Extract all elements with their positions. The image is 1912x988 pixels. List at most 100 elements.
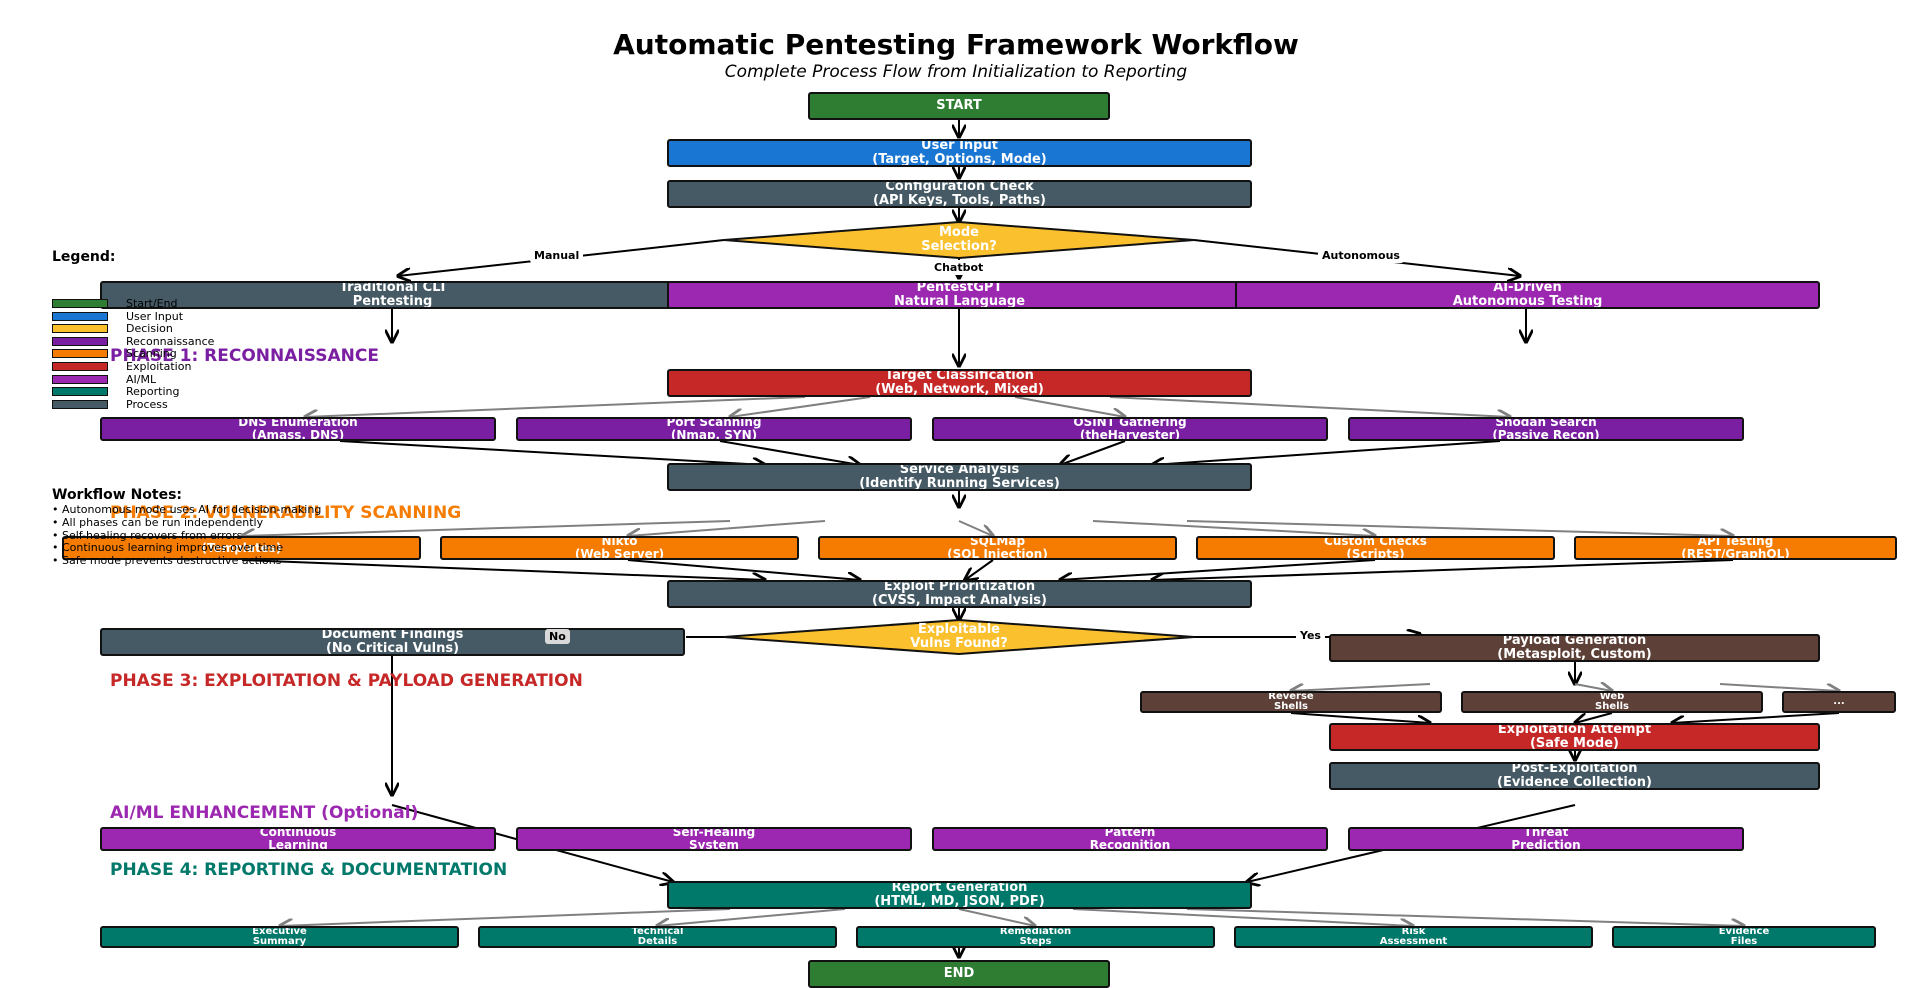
edge-arrow — [1152, 559, 1734, 580]
node-user-input-line2: (Target, Options, Mode) — [872, 152, 1047, 167]
legend-swatch — [52, 362, 108, 371]
legend-label: Scanning — [126, 347, 177, 361]
edge-label-autonomous: Autonomous — [1318, 248, 1404, 263]
node-executive-summary: Executive Summary — [100, 926, 459, 948]
node-executive-summary-line1: Executive — [252, 926, 307, 937]
workflow-note: • Safe mode prevents destructive actions — [52, 554, 282, 568]
node-custom-checks: Custom Checks (Scripts) — [1196, 536, 1555, 560]
node-custom-checks-line2: (Scripts) — [1346, 547, 1405, 560]
phase-heading-phase2: PHASE 2: VULNERABILITY SCANNING — [110, 503, 462, 523]
node-exploitation-attempt-line1: Exploitation Attempt — [1497, 723, 1652, 738]
legend-label: User Input — [126, 309, 184, 323]
node-exploit-prioritization-line1: Exploit Prioritization — [883, 580, 1036, 595]
edge-arrow — [339, 440, 765, 465]
node-pentestgpt-line1: PentestGPT — [916, 281, 1003, 296]
edge-arrow — [1109, 396, 1510, 417]
node-nuclei-line2: (Templates) — [201, 540, 282, 555]
node-user-input: User Input (Target, Options, Mode) — [667, 139, 1252, 167]
node-config-check-line1: Configuration Check — [885, 180, 1034, 195]
node-risk-assessment-line2: Assessment — [1379, 936, 1448, 947]
node-report-generation: Report Generation (HTML, MD, JSON, PDF) — [667, 881, 1252, 909]
legend-item: Start/End — [52, 297, 177, 310]
node-threat-prediction-line1: Threat — [1523, 827, 1569, 840]
node-sqlmap-line1: SQLMap — [969, 536, 1026, 549]
edge-arrow — [1072, 908, 1413, 926]
node-risk-assessment-line1: Risk — [1401, 926, 1426, 937]
node-technical-details-line1: Technical — [631, 926, 684, 937]
edge-arrow — [242, 520, 731, 536]
node-osint: OSINT Gathering (theHarvester) — [932, 417, 1328, 441]
node-traditional-cli: Traditional CLI Pentesting — [100, 281, 685, 309]
node-post-exploitation-line1: Post-Exploitation — [1511, 762, 1638, 777]
legend-label: Reporting — [126, 385, 180, 399]
edge-label-manual: Manual — [530, 248, 584, 263]
workflow-note: • Continuous learning improves over time — [52, 541, 284, 555]
node-exploit-prioritization-line2: (CVSS, Impact Analysis) — [872, 593, 1047, 608]
legend-label: Process — [126, 397, 168, 411]
node-more-line1: ... — [1833, 695, 1845, 707]
node-exploitation-attempt-line2: (Safe Mode) — [1529, 736, 1619, 751]
node-traditional-cli-line1: Traditional CLI — [339, 281, 446, 296]
node-pentestgpt: PentestGPT Natural Language — [667, 281, 1252, 309]
edge-arrow — [627, 559, 860, 580]
notes-title: Workflow Notes: — [52, 487, 183, 503]
edge-arrow — [1290, 712, 1430, 723]
edge-arrow — [719, 440, 860, 465]
node-remediation-steps-line2: Steps — [1019, 936, 1052, 947]
node-port-scan: Port Scanning (Nmap, SYN) — [516, 417, 912, 441]
edge-arrow — [1152, 440, 1501, 465]
node-pattern-recognition: Pattern Recognition — [932, 827, 1328, 851]
node-pentestgpt-line2: Natural Language — [893, 294, 1026, 309]
node-ai-driven-line1: AI-Driven — [1493, 281, 1562, 296]
edge-label-no: No — [545, 629, 570, 644]
edge-label-yes: Yes — [1296, 628, 1325, 643]
node-service-analysis-line2: (Identify Running Services) — [859, 476, 1060, 491]
node-config-check: Configuration Check (API Keys, Tools, Pat… — [667, 180, 1252, 208]
node-osint-line2: (theHarvester) — [1079, 428, 1181, 441]
node-shodan-line1: Shodan Search — [1495, 417, 1597, 430]
node-nikto-line2: (Web Server) — [574, 547, 665, 560]
edge-arrow — [657, 908, 846, 926]
edge-arrow — [1291, 683, 1431, 691]
node-api-testing-line1: API Testing — [1697, 536, 1774, 549]
legend-item: Reconnaissance — [52, 335, 214, 348]
edge-arrow — [1672, 712, 1840, 723]
legend-item: User Input — [52, 310, 183, 323]
diagram-subtitle: Complete Process Flow from Initializatio… — [724, 62, 1188, 82]
node-document-findings-line1: Document Findings — [321, 628, 464, 643]
node-target-classification-line1: Target Classification — [885, 369, 1034, 384]
node-payload-generation-line1: Payload Generation — [1502, 634, 1647, 649]
node-config-check-line2: (API Keys, Tools, Paths) — [873, 193, 1046, 208]
decision-mode-selection-line1: Mode — [939, 225, 979, 241]
node-more: ... — [1782, 691, 1896, 713]
node-nikto-line1: Nikto — [601, 536, 638, 549]
node-reverse-shells: Reverse Shells — [1140, 691, 1442, 713]
node-end-line1: END — [943, 966, 975, 982]
phase-heading-phase4: PHASE 4: REPORTING & DOCUMENTATION — [110, 860, 508, 880]
edge-arrow — [1060, 440, 1126, 465]
edge-arrow — [280, 908, 731, 926]
node-remediation-steps: Remediation Steps — [856, 926, 1215, 948]
legend-item: Process — [52, 398, 168, 411]
node-executive-summary-line2: Summary — [252, 936, 307, 947]
node-dns-enum: DNS Enumeration (Amass, DNS) — [100, 417, 496, 441]
node-start-line1: START — [936, 98, 982, 114]
node-self-healing-line1: Self-Healing — [672, 827, 756, 840]
node-ai-driven-line2: Autonomous Testing — [1452, 294, 1603, 309]
node-payload-generation: Payload Generation (Metasploit, Custom) — [1329, 634, 1820, 662]
node-evidence-files: Evidence Files — [1612, 926, 1876, 948]
edge-arrow — [958, 908, 1035, 926]
node-end: END — [808, 960, 1110, 988]
workflow-note: • Self-healing recovers from errors — [52, 528, 243, 542]
legend-swatch — [52, 299, 108, 308]
edge-arrow — [1186, 908, 1744, 926]
node-service-analysis-line1: Service Analysis — [899, 463, 1020, 478]
legend-swatch — [52, 399, 108, 409]
node-document-findings: Document Findings (No Critical Vulns) — [100, 628, 685, 656]
edge-arrow — [965, 559, 994, 580]
node-continuous-learning-line1: Continuous — [259, 827, 337, 840]
edge-arrow — [1719, 683, 1839, 691]
node-post-exploitation: Post-Exploitation (Evidence Collection) — [1329, 762, 1820, 790]
decision-exploitable-line1: Exploitable — [918, 622, 1000, 638]
